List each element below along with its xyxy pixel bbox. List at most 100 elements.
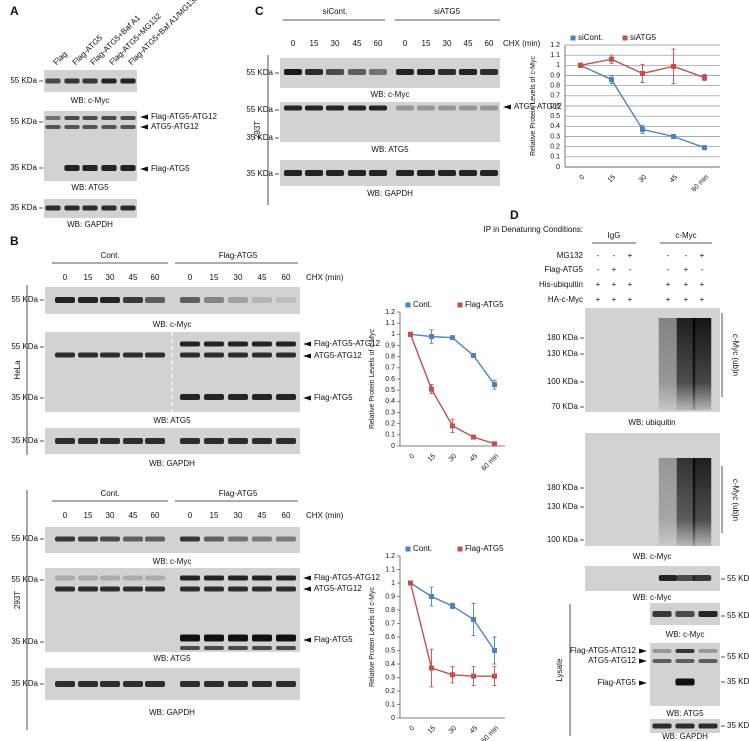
blot-band	[276, 438, 296, 444]
band-arrow	[503, 104, 511, 110]
time-label: 0	[291, 39, 296, 48]
blot-band	[252, 681, 272, 687]
blot-band	[347, 170, 367, 176]
time-axis-label: CHX (min)	[306, 511, 344, 520]
blot-band	[101, 78, 117, 84]
size-marker: 35 KDa	[11, 637, 38, 646]
blot-band	[64, 205, 80, 211]
x-tick-label: 0	[409, 453, 417, 461]
y-tick-label: 0.2	[385, 688, 395, 695]
blot-band	[180, 394, 200, 400]
condition-sign: -	[685, 251, 688, 260]
ip-group: IgG	[608, 231, 621, 240]
band-label: ATG5-ATG12	[588, 656, 636, 665]
blot-band	[64, 165, 80, 171]
blot-band	[204, 575, 224, 581]
blot-band	[652, 723, 672, 729]
y-tick-label: 0.5	[385, 387, 395, 394]
blot-band	[123, 352, 143, 358]
blot-band	[692, 575, 712, 581]
blot-band	[78, 536, 98, 542]
data-point	[429, 594, 434, 599]
blot-band	[123, 575, 143, 581]
band-arrow	[140, 166, 148, 172]
time-label: 45	[129, 273, 138, 282]
band-label: Flag-ATG5-ATG12	[151, 112, 217, 121]
blot-band	[228, 536, 248, 542]
size-marker: 55 KDa	[246, 68, 273, 77]
size-marker: 35 KDa	[246, 169, 273, 178]
band-arrow	[303, 353, 311, 359]
blot-band	[204, 341, 224, 347]
blot-band	[698, 649, 718, 653]
panel-label: D	[510, 208, 519, 222]
band-label: Flag-ATG5-ATG12	[314, 339, 380, 348]
condition-label: MG132	[557, 251, 584, 260]
blot-band	[675, 649, 695, 653]
data-point	[408, 331, 413, 337]
size-marker: 100 KDa	[547, 535, 579, 544]
band-arrow	[303, 637, 311, 643]
band-label: Flag-ATG5	[314, 635, 353, 644]
time-label: 45	[464, 39, 473, 48]
time-label: 0	[188, 273, 193, 282]
blot-band	[228, 394, 248, 400]
blot-caption: WB: c-Myc	[153, 557, 192, 566]
blot-band	[145, 297, 165, 303]
data-point	[492, 673, 497, 679]
size-marker: 55 KDa	[11, 534, 38, 543]
group-label: Flag-ATG5	[219, 251, 258, 260]
blot-band	[252, 586, 272, 592]
legend-marker	[457, 302, 463, 308]
data-point	[429, 386, 434, 392]
x-tick-label: 60 min	[480, 725, 500, 741]
blot-band	[479, 170, 499, 176]
condition-sign: +	[666, 280, 671, 289]
time-label: 15	[210, 273, 219, 282]
blot-band	[675, 611, 695, 617]
x-tick-label: 45	[469, 725, 480, 736]
blot-band	[228, 681, 248, 687]
blot-band	[101, 165, 117, 171]
size-marker: 55 KDa	[10, 117, 37, 126]
blot-smear	[658, 318, 678, 410]
blot-band	[78, 575, 98, 581]
legend-marker	[457, 546, 463, 552]
y-tick-label: 0.9	[385, 593, 395, 600]
lane-label: Flag	[52, 50, 69, 67]
blot-band	[276, 586, 296, 592]
blot-band	[180, 586, 200, 592]
y-axis-label: Relative Protein Levels of c-Myc	[369, 329, 376, 429]
blot-caption: WB: c-Myc	[633, 593, 672, 602]
y-tick-label: 0.5	[385, 647, 395, 654]
condition-sign: -	[613, 251, 616, 260]
x-tick-label: 15	[427, 453, 438, 464]
blot-band	[45, 78, 61, 84]
blot-band	[228, 634, 248, 642]
blot-band	[228, 586, 248, 592]
blot-band	[368, 105, 388, 111]
time-axis-label: CHX (min)	[503, 39, 541, 48]
size-marker: 55 KDa	[11, 575, 38, 584]
y-tick-label: 1.1	[550, 52, 560, 59]
blot-band	[252, 634, 272, 642]
blot-band	[55, 536, 75, 542]
blot-band	[252, 341, 272, 347]
blot-band	[283, 105, 303, 111]
blot-band	[652, 649, 672, 653]
data-point	[640, 126, 645, 132]
blot-band	[325, 69, 345, 75]
blot-band	[395, 105, 415, 111]
x-tick-label: 15	[427, 725, 438, 736]
blot-band	[204, 297, 224, 303]
size-marker: 35 KDa	[11, 393, 38, 402]
blot-band	[55, 586, 75, 592]
y-tick-label: 1.1	[385, 566, 395, 573]
blot-band	[276, 681, 296, 687]
y-tick-label: 1.1	[385, 320, 395, 327]
blot-band	[204, 646, 224, 650]
blot-band	[101, 116, 117, 120]
size-marker: 55 KDa	[10, 76, 37, 85]
time-axis-label: CHX (min)	[306, 273, 344, 282]
time-label: 15	[84, 273, 93, 282]
